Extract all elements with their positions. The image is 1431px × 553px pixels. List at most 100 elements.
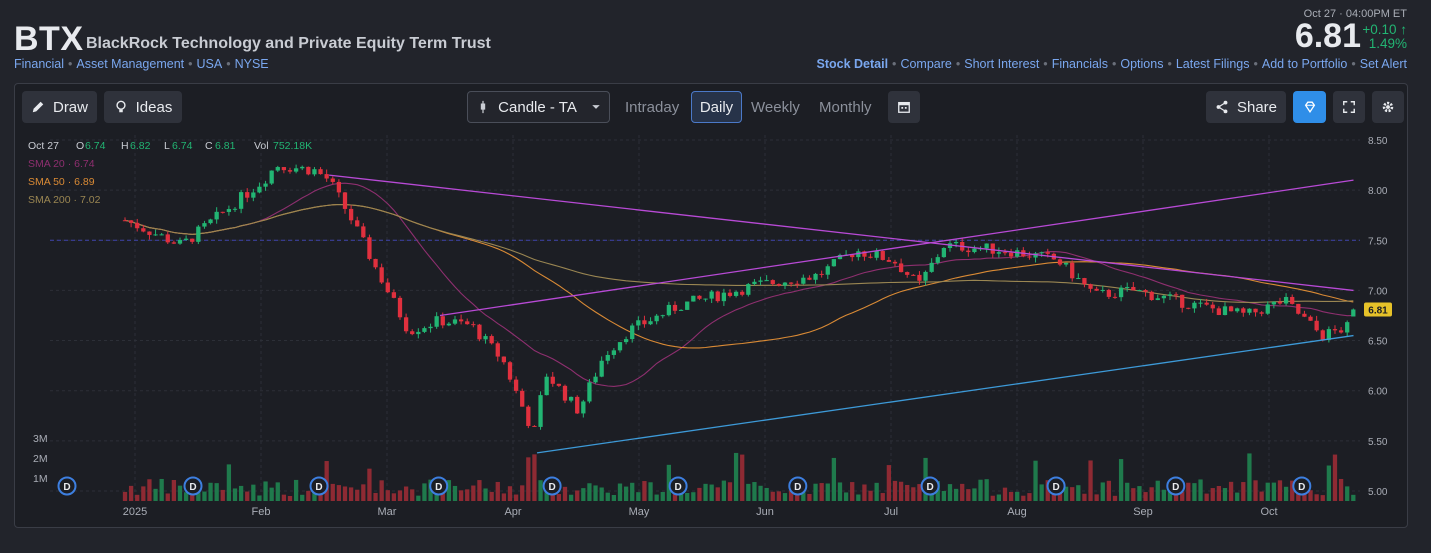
volume-bar xyxy=(342,486,348,501)
candle-body xyxy=(801,277,806,284)
tab-daily[interactable]: Daily xyxy=(691,91,742,123)
volume-bar xyxy=(1125,482,1130,501)
candle-body xyxy=(697,295,702,299)
volume-bar xyxy=(953,488,959,501)
candle-body xyxy=(1247,308,1252,313)
change-percent: 1.49% xyxy=(1368,36,1407,51)
trendline-lower-support[interactable] xyxy=(536,334,1354,454)
candle-body xyxy=(562,385,568,401)
dividend-marker-label: D xyxy=(1052,482,1059,493)
link-compare[interactable]: Compare xyxy=(900,57,952,71)
candle-body xyxy=(245,192,250,198)
candle-body xyxy=(1173,294,1179,296)
ohlc-date: Oct 27 xyxy=(28,140,59,152)
link-short-interest[interactable]: Short Interest xyxy=(964,57,1040,71)
volume-bar xyxy=(263,481,268,501)
volume-bar xyxy=(691,492,696,501)
candle-body xyxy=(1186,307,1191,309)
volume-bar xyxy=(465,489,470,501)
volume-bar xyxy=(220,489,225,501)
link-stock-detail[interactable]: Stock Detail xyxy=(816,57,889,71)
link-add-to-portfolio[interactable]: Add to Portfolio xyxy=(1261,57,1348,71)
tab-weekly[interactable]: Weekly xyxy=(751,99,800,116)
candle-body xyxy=(1118,287,1124,298)
candle-body xyxy=(214,211,219,220)
chart-type-label: Candle - TA xyxy=(498,98,577,116)
link-latest-filings[interactable]: Latest Filings xyxy=(1175,57,1250,71)
volume-bar xyxy=(1021,495,1026,501)
candle-body xyxy=(1002,252,1008,254)
candle-body xyxy=(446,323,452,326)
trendline-upper-resistance[interactable] xyxy=(329,174,1354,292)
volume-bar xyxy=(758,485,763,501)
volume-bar xyxy=(1241,482,1246,501)
dividend-marker[interactable]: D xyxy=(920,476,940,496)
volume-bar xyxy=(788,490,794,501)
chart-panel: Draw Ideas Candle - TA Intraday Daily We… xyxy=(14,83,1408,528)
x-tick-label: Oct xyxy=(1260,506,1277,518)
dividend-marker[interactable]: D xyxy=(668,476,688,496)
tag-country[interactable]: USA xyxy=(196,57,223,71)
trendline-upper-channel[interactable] xyxy=(439,179,1354,317)
dividend-marker[interactable]: D xyxy=(1292,476,1312,496)
volume-bar xyxy=(153,488,158,501)
dividend-marker[interactable]: D xyxy=(1046,476,1066,496)
tab-intraday[interactable]: Intraday xyxy=(625,99,680,116)
candle-body xyxy=(691,295,696,302)
link-options[interactable]: Options xyxy=(1120,57,1164,71)
volume-bar xyxy=(941,490,947,501)
dividend-marker[interactable]: D xyxy=(309,476,329,496)
candle-body xyxy=(1271,301,1277,305)
dividend-marker-label: D xyxy=(63,482,70,493)
x-tick-label: Jul xyxy=(884,506,898,518)
candle-body xyxy=(1302,313,1307,317)
ideas-button[interactable]: Ideas xyxy=(104,91,182,123)
candle-body xyxy=(1277,301,1283,304)
price-chart[interactable]: D D D D D D D D D D D 8.50 8.00 7.50 7.00 6.50 6.00 5.50… xyxy=(15,129,1408,527)
volume-bar xyxy=(1192,483,1197,501)
candle-body xyxy=(458,319,464,322)
chevron-down-icon xyxy=(592,105,600,109)
dividend-marker[interactable]: D xyxy=(542,476,562,496)
share-button[interactable]: Share xyxy=(1206,91,1286,123)
date-range-button[interactable] xyxy=(888,91,920,123)
volume-bar xyxy=(245,491,250,501)
volume-bar xyxy=(843,492,849,501)
gear-icon xyxy=(1382,101,1394,113)
tag-industry[interactable]: Asset Management xyxy=(76,57,185,71)
candle-body xyxy=(196,226,201,242)
tab-monthly[interactable]: Monthly xyxy=(819,99,872,116)
candle-body xyxy=(465,321,470,325)
dividend-marker[interactable]: D xyxy=(788,476,808,496)
dividend-marker[interactable]: D xyxy=(183,476,203,496)
volume-bar xyxy=(819,483,824,501)
premium-button[interactable] xyxy=(1293,91,1326,123)
candle-body xyxy=(495,343,500,357)
volume-bar xyxy=(648,482,653,501)
candle-body xyxy=(361,226,366,238)
volume-bar xyxy=(513,494,519,501)
dividend-marker[interactable]: D xyxy=(57,476,77,496)
settings-button[interactable] xyxy=(1372,91,1404,123)
candle-body xyxy=(202,223,207,227)
candle-body xyxy=(764,280,769,282)
dividend-marker[interactable]: D xyxy=(1166,476,1186,496)
candle-body xyxy=(403,317,409,332)
draw-button[interactable]: Draw xyxy=(22,91,97,123)
candle-body xyxy=(1070,262,1075,279)
volume-bar xyxy=(507,486,513,501)
volume-bar xyxy=(727,482,733,501)
link-financials[interactable]: Financials xyxy=(1051,57,1108,71)
link-set-alert[interactable]: Set Alert xyxy=(1359,57,1407,71)
chart-type-select[interactable]: Candle - TA xyxy=(467,91,610,123)
price-chart-svg[interactable]: D D D D D D D D D D D 8.50 8.00 7.50 7.00 6.50 6.00 5.50… xyxy=(15,129,1408,527)
tag-exchange[interactable]: NYSE xyxy=(234,57,269,71)
volume-bar xyxy=(782,493,788,501)
candle-body xyxy=(825,266,830,275)
fullscreen-button[interactable] xyxy=(1333,91,1365,123)
dividend-marker-label: D xyxy=(1172,482,1179,493)
volume-bar xyxy=(1332,454,1338,501)
dividend-marker[interactable]: D xyxy=(429,476,449,496)
volume-bar xyxy=(911,487,916,501)
tag-sector[interactable]: Financial xyxy=(14,57,65,71)
